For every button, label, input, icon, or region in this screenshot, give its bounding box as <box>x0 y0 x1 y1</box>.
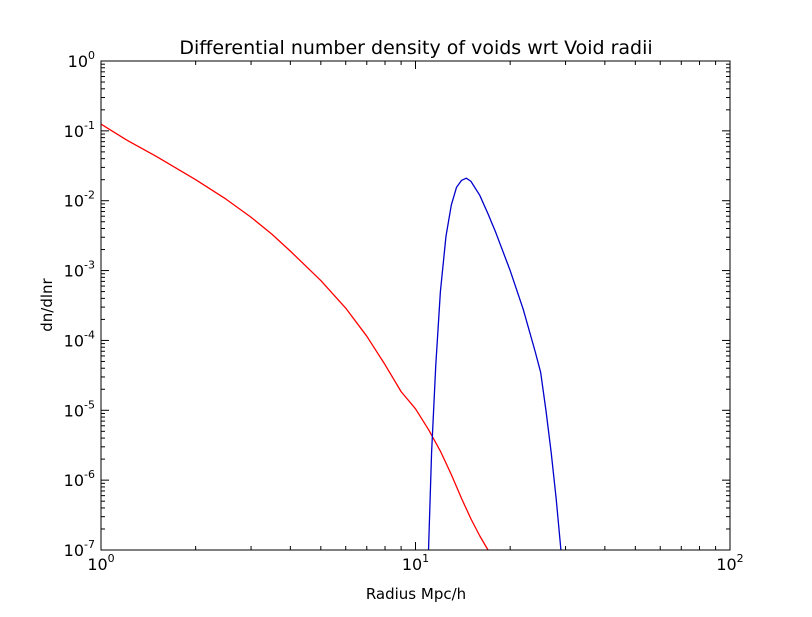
y-axis-label: dn/dlnr <box>38 277 56 331</box>
y-tick-label: 10-7 <box>64 538 95 560</box>
y-tick-label: 10-3 <box>64 259 95 281</box>
y-tick-label: 10-2 <box>64 189 95 211</box>
y-tick-label: 10-6 <box>64 468 95 490</box>
series-line-2 <box>427 177 562 551</box>
tick-layer: 100 101 102 100 10-1 10-2 10-3 10-4 10-5 10-6 10-7 <box>64 49 744 574</box>
series-layer <box>100 123 562 551</box>
y-tick-label: 10-5 <box>64 398 95 420</box>
x-tick-label: 100 <box>87 552 114 574</box>
y-tick-label: 10-1 <box>64 119 95 141</box>
plot-background <box>101 61 730 550</box>
x-axis-label: Radius Mpc/h <box>366 585 466 603</box>
series-line-1 <box>100 123 489 551</box>
y-tick-label: 100 <box>68 49 95 71</box>
chart-title: Differential number density of voids wrt… <box>179 37 652 59</box>
y-tick-label: 10-4 <box>64 328 95 350</box>
x-tick-label: 101 <box>402 552 429 574</box>
plot-frame <box>100 60 731 551</box>
x-tick-label: 102 <box>716 552 743 574</box>
